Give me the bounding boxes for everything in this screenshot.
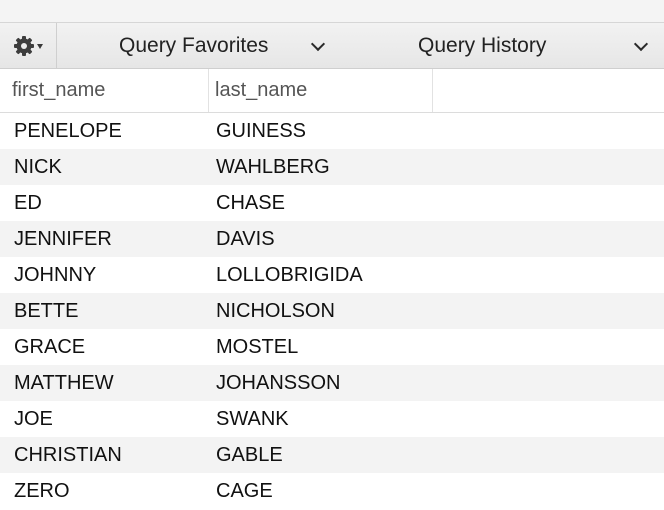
- results-grid-header: first_name last_name: [0, 69, 664, 113]
- query-favorites-label: Query Favorites: [119, 33, 269, 57]
- cell-last-name[interactable]: CHASE: [216, 191, 285, 214]
- cell-first-name[interactable]: JOHNNY: [14, 263, 97, 286]
- cell-first-name[interactable]: JENNIFER: [14, 227, 112, 250]
- cell-first-name[interactable]: ZERO: [14, 479, 70, 502]
- cell-first-name[interactable]: PENELOPE: [14, 119, 122, 142]
- query-history-label: Query History: [418, 33, 547, 57]
- cell-first-name[interactable]: MATTHEW: [14, 371, 114, 394]
- table-row[interactable]: JOHNNY LOLLOBRIGIDA: [0, 257, 664, 293]
- cell-last-name[interactable]: WAHLBERG: [216, 155, 330, 178]
- gear-menu-button[interactable]: [0, 23, 57, 68]
- table-row[interactable]: JENNIFER DAVIS: [0, 221, 664, 257]
- query-favorites-dropdown[interactable]: Query Favorites: [57, 23, 333, 68]
- column-header-first-name[interactable]: first_name: [0, 69, 209, 112]
- cell-first-name[interactable]: GRACE: [14, 335, 86, 358]
- cell-first-name[interactable]: BETTE: [14, 299, 79, 322]
- cell-last-name[interactable]: CAGE: [216, 479, 273, 502]
- cell-last-name[interactable]: DAVIS: [216, 227, 275, 250]
- cell-first-name[interactable]: CHRISTIAN: [14, 443, 122, 466]
- table-row[interactable]: ZERO CAGE: [0, 473, 664, 509]
- table-row[interactable]: CHRISTIAN GABLE: [0, 437, 664, 473]
- window-top-strip: [0, 0, 664, 23]
- results-grid-body: PENELOPE GUINESS NICK WAHLBERG ED CHASE …: [0, 113, 664, 509]
- table-row[interactable]: ED CHASE: [0, 185, 664, 221]
- cell-last-name[interactable]: GUINESS: [216, 119, 307, 142]
- table-row[interactable]: GRACE MOSTEL: [0, 329, 664, 365]
- column-header-last-name[interactable]: last_name: [209, 69, 433, 112]
- chevron-down-icon: [633, 36, 649, 51]
- gear-icon: [13, 35, 35, 57]
- table-row[interactable]: JOE SWANK: [0, 401, 664, 437]
- cell-last-name[interactable]: LOLLOBRIGIDA: [216, 263, 363, 286]
- cell-last-name[interactable]: SWANK: [216, 407, 289, 430]
- chevron-down-icon: [310, 36, 326, 51]
- table-row[interactable]: PENELOPE GUINESS: [0, 113, 664, 149]
- table-row[interactable]: BETTE NICHOLSON: [0, 293, 664, 329]
- table-row[interactable]: MATTHEW JOHANSSON: [0, 365, 664, 401]
- cell-first-name[interactable]: ED: [14, 191, 42, 214]
- cell-last-name[interactable]: GABLE: [216, 443, 283, 466]
- cell-first-name[interactable]: NICK: [14, 155, 62, 178]
- cell-last-name[interactable]: MOSTEL: [216, 335, 299, 358]
- query-history-dropdown[interactable]: Query History: [333, 23, 664, 68]
- cell-first-name[interactable]: JOE: [14, 407, 53, 430]
- caret-down-icon: [37, 44, 43, 49]
- table-row[interactable]: NICK WAHLBERG: [0, 149, 664, 185]
- column-header-empty: [433, 69, 664, 112]
- cell-last-name[interactable]: JOHANSSON: [216, 371, 341, 394]
- cell-last-name[interactable]: NICHOLSON: [216, 299, 335, 322]
- query-toolbar: Query Favorites Query History: [0, 23, 664, 69]
